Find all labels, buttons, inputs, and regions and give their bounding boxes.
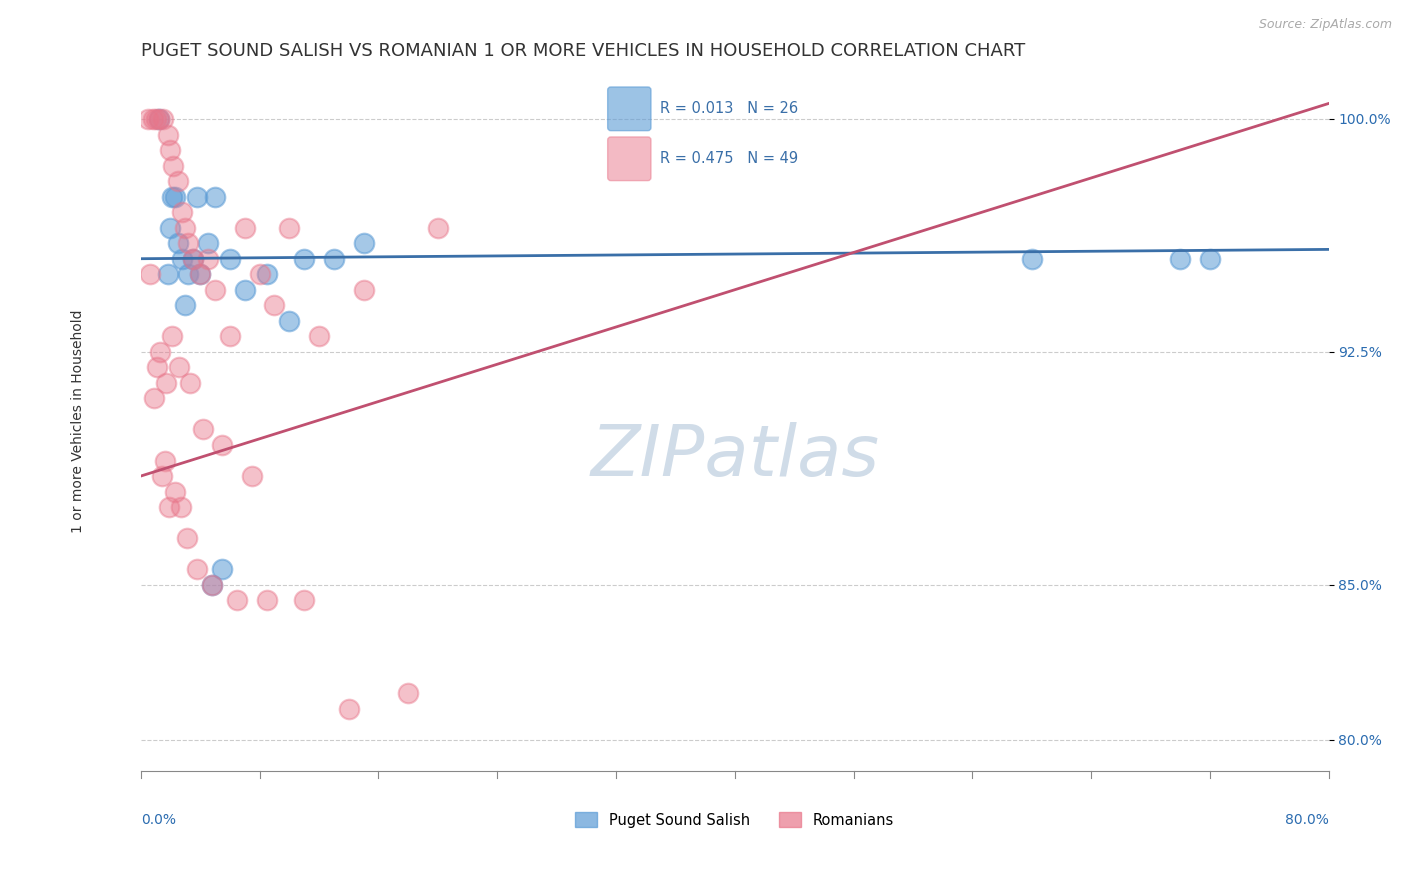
Point bbox=[148, 112, 170, 126]
Point bbox=[233, 220, 256, 235]
Legend: Puget Sound Salish, Romanians: Puget Sound Salish, Romanians bbox=[569, 806, 900, 834]
Point bbox=[146, 360, 169, 375]
Point bbox=[143, 392, 166, 406]
Text: 0.0%: 0.0% bbox=[141, 813, 176, 827]
Y-axis label: 1 or more Vehicles in Household: 1 or more Vehicles in Household bbox=[72, 310, 86, 533]
Point bbox=[226, 593, 249, 607]
Text: R = 0.013   N = 26: R = 0.013 N = 26 bbox=[661, 102, 799, 116]
Point bbox=[1199, 252, 1222, 266]
Point bbox=[162, 159, 184, 173]
Point bbox=[149, 344, 172, 359]
Point bbox=[159, 220, 181, 235]
Point bbox=[219, 329, 242, 343]
Point bbox=[256, 593, 278, 607]
Point bbox=[150, 469, 173, 483]
Point bbox=[204, 283, 226, 297]
FancyBboxPatch shape bbox=[607, 87, 651, 130]
Point bbox=[186, 189, 208, 203]
Point bbox=[174, 220, 197, 235]
Point bbox=[278, 220, 301, 235]
Point bbox=[263, 298, 285, 312]
Point bbox=[169, 360, 191, 375]
Point bbox=[337, 702, 360, 716]
Point bbox=[353, 283, 375, 297]
Point bbox=[181, 252, 204, 266]
Point bbox=[145, 112, 167, 126]
Point bbox=[188, 267, 211, 281]
Point bbox=[240, 469, 263, 483]
Point bbox=[157, 500, 180, 514]
Point bbox=[172, 252, 194, 266]
Text: R = 0.475   N = 49: R = 0.475 N = 49 bbox=[661, 152, 799, 166]
Point bbox=[167, 174, 190, 188]
Point bbox=[176, 531, 198, 545]
Point bbox=[181, 252, 204, 266]
Point bbox=[233, 283, 256, 297]
Point bbox=[292, 252, 315, 266]
Point bbox=[163, 189, 186, 203]
Point bbox=[188, 267, 211, 281]
Point bbox=[211, 438, 233, 452]
Point bbox=[197, 252, 219, 266]
Point bbox=[1168, 252, 1191, 266]
Point bbox=[292, 593, 315, 607]
Point bbox=[156, 128, 179, 142]
Point bbox=[136, 112, 159, 126]
Point bbox=[153, 453, 176, 467]
Point bbox=[152, 112, 174, 126]
Point bbox=[160, 189, 183, 203]
Point bbox=[426, 220, 449, 235]
Point bbox=[167, 236, 190, 251]
Text: PUGET SOUND SALISH VS ROMANIAN 1 OR MORE VEHICLES IN HOUSEHOLD CORRELATION CHART: PUGET SOUND SALISH VS ROMANIAN 1 OR MORE… bbox=[141, 42, 1025, 60]
Point bbox=[177, 236, 200, 251]
Point bbox=[249, 267, 271, 281]
Point bbox=[1021, 252, 1043, 266]
Point bbox=[142, 112, 165, 126]
Point bbox=[211, 562, 233, 576]
Point bbox=[160, 329, 183, 343]
Point bbox=[159, 143, 181, 157]
Point bbox=[201, 578, 224, 592]
Point bbox=[179, 376, 201, 390]
Point bbox=[191, 422, 214, 436]
Point bbox=[172, 205, 194, 219]
Point bbox=[163, 484, 186, 499]
Point bbox=[278, 314, 301, 328]
Point bbox=[308, 329, 330, 343]
Point bbox=[148, 112, 170, 126]
Point bbox=[322, 252, 344, 266]
Point bbox=[204, 189, 226, 203]
Text: Source: ZipAtlas.com: Source: ZipAtlas.com bbox=[1258, 18, 1392, 31]
FancyBboxPatch shape bbox=[607, 137, 651, 180]
Point bbox=[201, 578, 224, 592]
Point bbox=[156, 267, 179, 281]
Point bbox=[256, 267, 278, 281]
Point bbox=[353, 236, 375, 251]
Point bbox=[186, 562, 208, 576]
Point bbox=[174, 298, 197, 312]
Point bbox=[197, 236, 219, 251]
Point bbox=[170, 500, 193, 514]
Point bbox=[219, 252, 242, 266]
Point bbox=[396, 686, 419, 700]
Point bbox=[138, 267, 160, 281]
Point bbox=[155, 376, 177, 390]
Text: 80.0%: 80.0% bbox=[1285, 813, 1329, 827]
Text: ZIPatlas: ZIPatlas bbox=[591, 422, 879, 491]
Point bbox=[177, 267, 200, 281]
